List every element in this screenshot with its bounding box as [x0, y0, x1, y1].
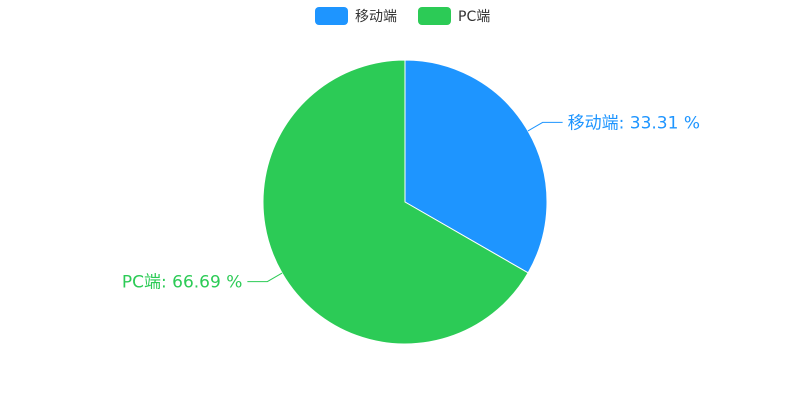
slice-label-1: PC端: 66.69 % [122, 273, 242, 293]
legend-label: 移动端 [355, 9, 397, 25]
label-line-0 [527, 121, 563, 132]
legend-label: PC端 [458, 9, 490, 25]
legend-swatch [418, 7, 451, 25]
pie-slice-1[interactable] [262, 59, 529, 345]
pie-slices [262, 59, 548, 345]
label-line-1 [247, 272, 283, 283]
legend-swatch [315, 7, 348, 25]
legend: 移动端 PC端 [315, 7, 490, 25]
slice-labels: 移动端: 33.31 % PC端: 66.69 % [122, 113, 700, 292]
legend-item-0[interactable]: 移动端 [315, 7, 397, 25]
slice-label-0: 移动端: 33.31 % [568, 113, 700, 133]
legend-item-1[interactable]: PC端 [418, 7, 490, 25]
